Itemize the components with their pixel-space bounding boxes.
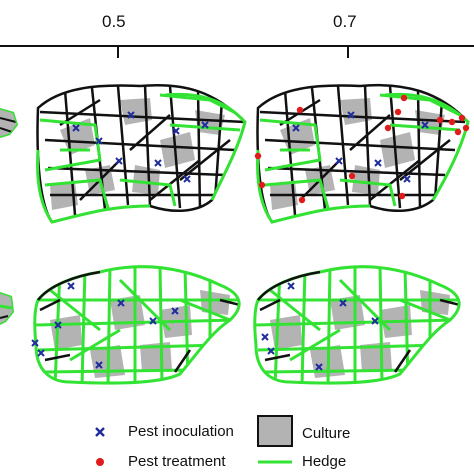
treatment-dot	[448, 118, 456, 126]
treatment-dot	[254, 152, 262, 160]
treatment-dot	[394, 108, 402, 116]
inoculation-mark	[115, 157, 123, 165]
treatment-markers	[254, 94, 470, 204]
landscape-top-right	[256, 83, 470, 224]
inoculation-mark	[95, 361, 103, 369]
treatment-dot	[400, 94, 408, 102]
inoculation-mark	[347, 111, 355, 119]
treatment-dot	[462, 124, 470, 132]
inoculation-mark	[117, 299, 125, 307]
treatment-dot	[454, 128, 462, 136]
inoculation-mark	[421, 121, 429, 129]
inoculation-mark	[149, 317, 157, 325]
legend-markers	[95, 415, 293, 466]
treatment-dot	[398, 192, 406, 200]
treatment-dot	[296, 106, 304, 114]
legend-inoculation-icon	[95, 427, 105, 437]
inoculation-mark	[37, 349, 45, 357]
inoculation-mark	[183, 175, 191, 183]
landscape-bottom-middle	[33, 265, 241, 385]
inoculation-mark	[171, 307, 179, 315]
top-axis	[0, 45, 474, 58]
treatment-dot	[458, 114, 466, 122]
inoculation-mark	[261, 333, 269, 341]
inoculation-mark	[67, 282, 75, 290]
inoculation-mark	[201, 121, 209, 129]
inoculation-mark	[127, 111, 135, 119]
legend-treatment-label: Pest treatment	[128, 453, 226, 470]
inoculation-mark	[287, 282, 295, 290]
landscape-top-middle	[36, 83, 247, 224]
inoculation-mark	[267, 347, 275, 355]
treatment-dot	[436, 116, 444, 124]
legend-inoculation-label: Pest inoculation	[128, 423, 234, 440]
treatment-dot	[348, 172, 356, 180]
inoculation-mark	[292, 124, 300, 132]
landscape-bottom-right	[253, 265, 461, 385]
inoculation-mark	[31, 339, 39, 347]
treatment-dot	[384, 124, 392, 132]
inoculation-mark	[54, 321, 62, 329]
inoculation-markers	[31, 111, 429, 371]
landscape-left-partial-top	[0, 108, 18, 138]
inoculation-mark	[371, 317, 379, 325]
legend-culture-icon	[257, 415, 293, 447]
tick-label-0-5: 0.5	[102, 12, 126, 31]
inoculation-mark	[72, 124, 80, 132]
inoculation-mark	[374, 159, 382, 167]
legend-treatment-icon	[96, 458, 104, 466]
inoculation-mark	[403, 175, 411, 183]
treatment-dot	[298, 196, 306, 204]
inoculation-mark	[154, 159, 162, 167]
inoculation-mark	[339, 299, 347, 307]
inoculation-mark	[95, 137, 103, 145]
inoculation-mark	[172, 127, 180, 135]
legend-culture-label: Culture	[302, 425, 351, 442]
inoculation-mark	[335, 157, 343, 165]
treatment-dot	[258, 181, 266, 189]
legend-hedge-label: Hedge	[302, 453, 347, 470]
inoculation-mark	[315, 363, 323, 371]
tick-label-0-7: 0.7	[333, 12, 357, 31]
landscape-left-partial-bottom	[0, 292, 14, 325]
